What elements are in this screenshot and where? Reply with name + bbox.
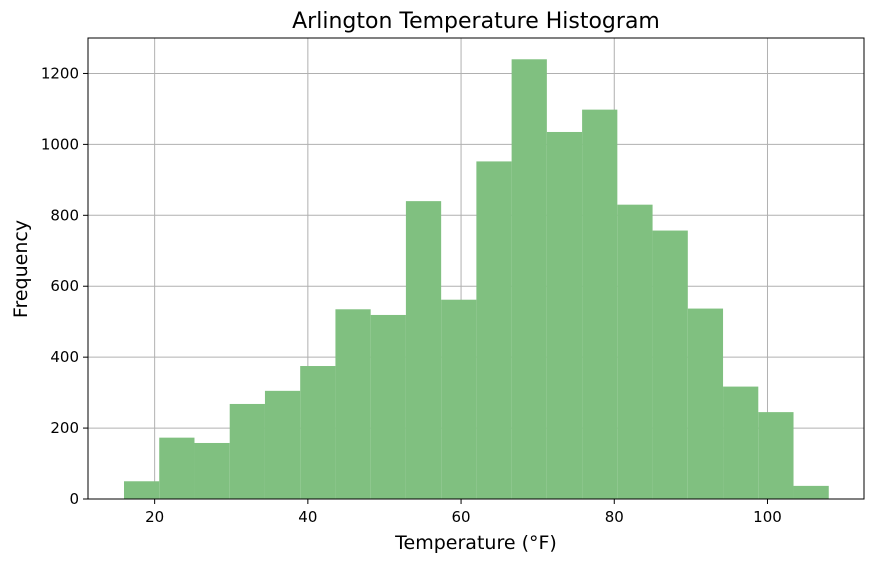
- plot-frame: [87, 37, 865, 500]
- histogram-bar: [652, 230, 688, 499]
- histogram-bar: [511, 59, 547, 500]
- y-axis-label: Frequency: [10, 220, 32, 318]
- histogram-bar: [441, 299, 477, 499]
- x-tick-label: 100: [753, 508, 782, 526]
- x-axis-label: Temperature (°F): [394, 532, 557, 554]
- y-tick-label: 800: [50, 206, 79, 224]
- histogram-bar: [194, 442, 230, 499]
- y-tick-label: 400: [50, 348, 79, 366]
- x-tick-label: 40: [298, 508, 317, 526]
- y-tick-label: 200: [50, 419, 79, 437]
- histogram-bar: [476, 161, 512, 499]
- histogram-bar: [617, 204, 653, 499]
- chart-title: Arlington Temperature Histogram: [292, 9, 660, 34]
- histogram-bar: [124, 481, 160, 499]
- histogram-bar: [405, 201, 442, 499]
- histogram-bar: [723, 386, 759, 499]
- histogram-bar: [264, 390, 301, 499]
- histogram-bar: [159, 437, 195, 499]
- y-tick-label: 1000: [41, 135, 79, 153]
- x-tick-label: 80: [605, 508, 624, 526]
- x-tick-label: 20: [145, 508, 164, 526]
- histogram-bars: [124, 59, 829, 500]
- histogram-bar: [758, 412, 794, 499]
- histogram-bar: [370, 314, 406, 499]
- y-tick-label: 0: [69, 490, 79, 508]
- y-tick-label: 600: [50, 277, 79, 295]
- y-tick-label: 1200: [41, 64, 79, 82]
- histogram-bar: [582, 109, 618, 499]
- x-tick-label: 60: [452, 508, 471, 526]
- histogram-bar: [229, 403, 265, 499]
- histogram-bar: [335, 309, 371, 499]
- histogram-bar: [793, 485, 829, 499]
- histogram-bar: [546, 131, 583, 499]
- histogram-bar: [300, 366, 336, 499]
- histogram-bar: [687, 308, 724, 499]
